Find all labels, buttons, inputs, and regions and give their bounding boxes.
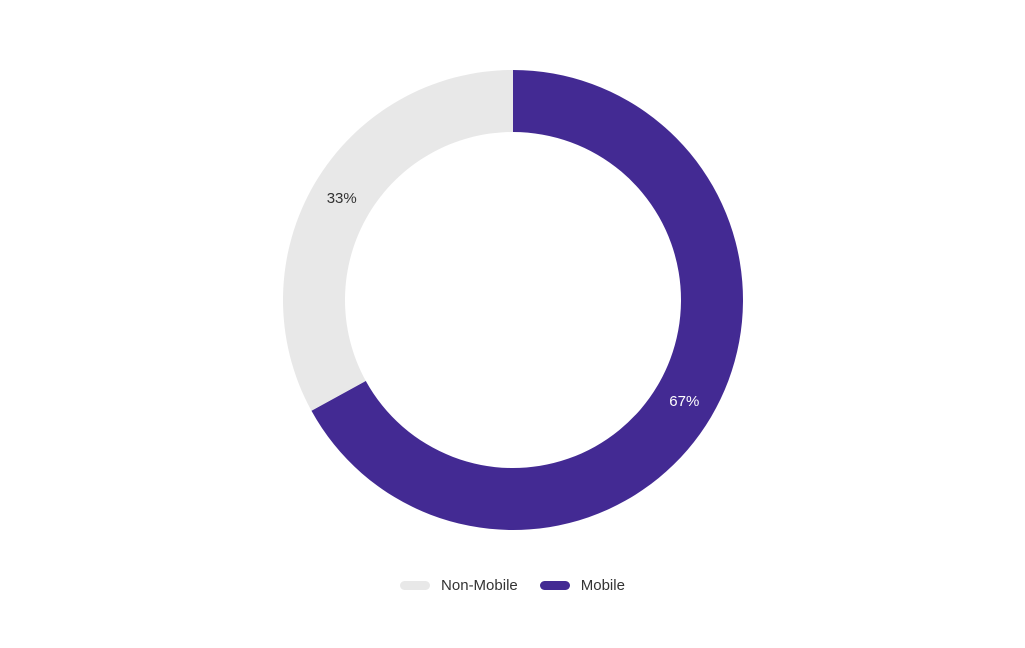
legend-item-mobile[interactable]: Mobile xyxy=(539,577,625,594)
legend-label-non-mobile: Non-Mobile xyxy=(441,577,518,594)
chart-legend: Non-Mobile Mobile xyxy=(0,577,1025,594)
legend-swatch-mobile xyxy=(539,581,570,590)
legend-label-mobile: Mobile xyxy=(580,577,625,594)
slice-label-non-mobile: 33% xyxy=(327,190,357,207)
slice-label-mobile: 67% xyxy=(669,393,699,410)
slices-layer xyxy=(283,70,743,530)
legend-item-non-mobile[interactable]: Non-Mobile xyxy=(400,577,518,594)
labels-layer: 67% 33% xyxy=(327,190,700,410)
legend-swatch-non-mobile xyxy=(400,581,431,590)
slice-non-mobile[interactable] xyxy=(283,70,513,411)
